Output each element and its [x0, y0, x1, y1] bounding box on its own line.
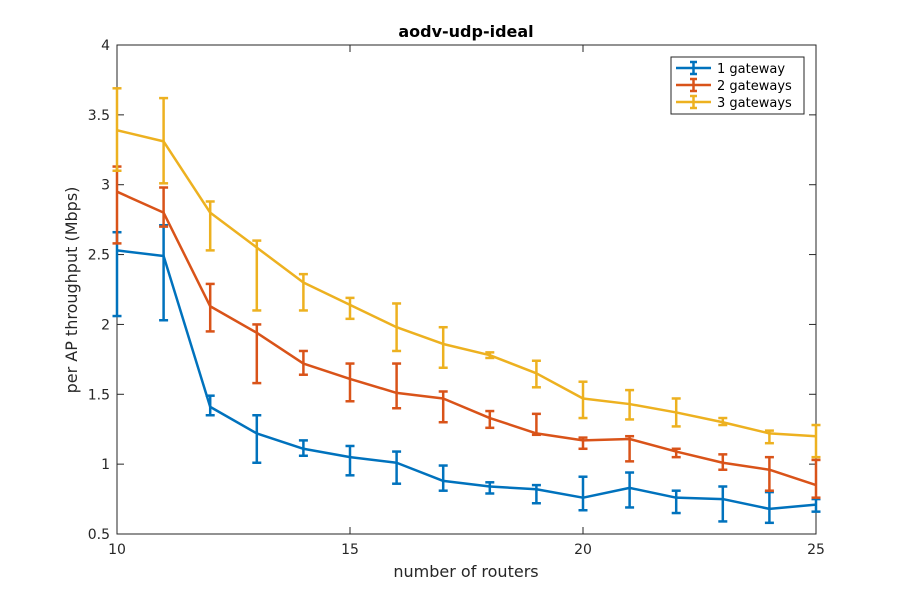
x-tick-label: 25	[807, 542, 825, 558]
error-bar	[392, 362, 402, 410]
error-bar	[345, 444, 355, 477]
y-tick-label: 1.5	[88, 387, 110, 403]
error-bar	[671, 489, 681, 515]
y-tick-label: 1	[101, 457, 110, 473]
error-bar	[485, 409, 495, 430]
legend: 1 gateway 2 gateways 3 gateways	[670, 56, 805, 115]
series-line	[116, 249, 817, 511]
error-bar	[438, 325, 448, 369]
error-bar	[531, 483, 541, 505]
legend-label: 1 gateway	[717, 62, 785, 77]
plot-area: 10 15 20 25 0.5 1 1.5 2 2.5 3 3.5 4	[88, 38, 825, 558]
error-bar	[811, 458, 821, 499]
error-bar	[252, 413, 262, 464]
y-tick-label: 3.5	[88, 108, 110, 124]
x-tick-label: 15	[341, 542, 359, 558]
legend-item: 1 gateway	[676, 60, 785, 77]
error-bar	[811, 423, 821, 459]
chart-title: aodv-udp-ideal	[398, 22, 533, 41]
y-tick-label: 4	[101, 38, 110, 54]
series-line	[116, 129, 817, 438]
error-bar	[112, 230, 122, 318]
error-bar	[578, 475, 588, 512]
legend-item: 3 gateways	[676, 94, 792, 111]
error-bar	[159, 223, 169, 322]
error-bar	[718, 485, 728, 523]
error-bar	[159, 186, 169, 228]
series-2	[112, 165, 821, 499]
error-bar	[252, 239, 262, 312]
error-bar	[485, 481, 495, 495]
x-tick-label: 20	[574, 542, 592, 558]
error-bar	[345, 362, 355, 403]
error-bar	[578, 380, 588, 420]
error-bar	[345, 296, 355, 321]
y-tick-label: 2	[101, 317, 110, 333]
y-axis-label: per AP throughput (Mbps)	[62, 187, 81, 394]
x-tick-label: 10	[108, 542, 126, 558]
y-tick-label: 0.5	[88, 527, 110, 543]
series-3	[112, 87, 821, 459]
error-bar	[438, 464, 448, 492]
error-bar	[764, 455, 774, 492]
legend-label: 3 gateways	[717, 96, 792, 111]
series-1	[112, 223, 821, 525]
series-line	[116, 190, 817, 487]
error-bar	[298, 272, 308, 312]
error-bar	[112, 87, 122, 172]
error-bar	[625, 434, 635, 463]
error-bar	[764, 490, 774, 525]
x-axis-label: number of routers	[393, 562, 538, 581]
legend-item: 2 gateways	[676, 77, 792, 94]
error-bar	[392, 450, 402, 485]
error-bar	[671, 447, 681, 459]
error-bar	[438, 390, 448, 424]
y-tick-label: 3	[101, 178, 110, 194]
error-bar	[205, 200, 215, 252]
y-tick-label: 2.5	[88, 248, 110, 264]
error-bar	[625, 471, 635, 509]
legend-label: 2 gateways	[717, 79, 792, 94]
